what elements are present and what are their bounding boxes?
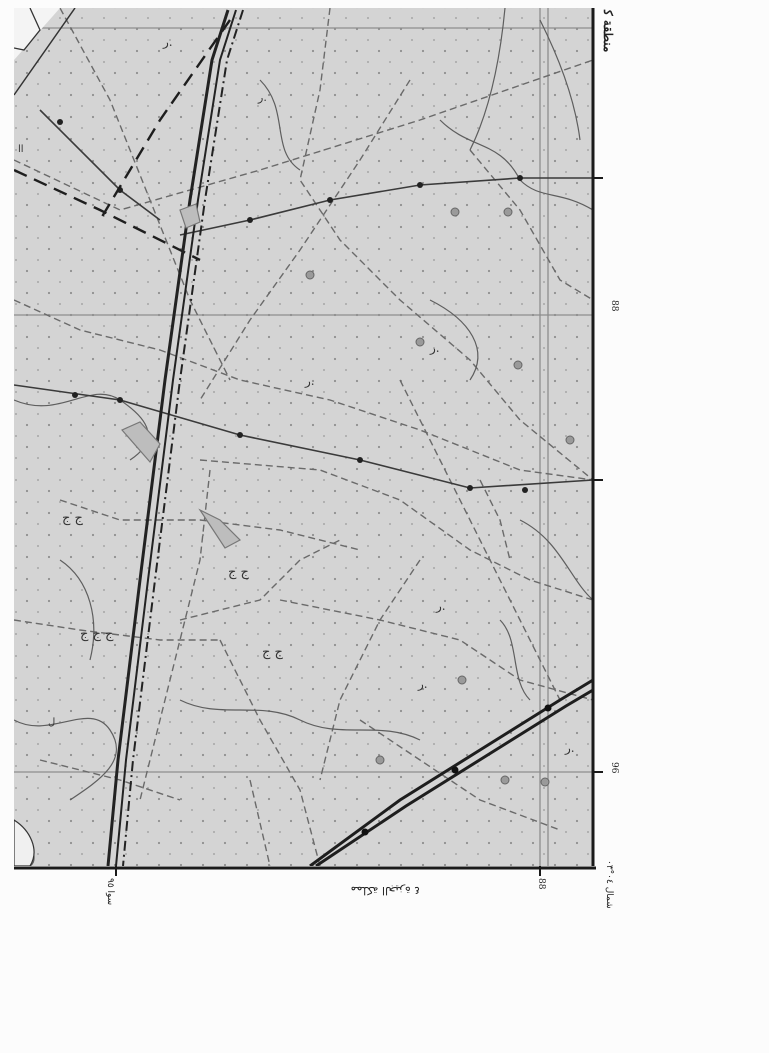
bottom-right-label: ﺷﻤﺎﻝ ٠٤°٠٣ (604, 860, 614, 909)
right-edge-tick-1: 88 (609, 300, 619, 312)
parcel-label-3: ﺭ. (305, 374, 315, 388)
field-symbol-4: ﺝ ﺝ ﺝ (80, 627, 114, 642)
bottom-caption: ﻣﻤﻠﻜﺔ ﺍﻟﺠﻴﺰﺓ ٤ (350, 884, 420, 897)
parcel-label-4: ﺭ. (436, 599, 446, 613)
map-dots (14, 8, 593, 866)
railway (309, 678, 593, 866)
small-features (121, 203, 241, 549)
bottom-left-corner (14, 819, 35, 866)
map-frame (14, 8, 596, 870)
parcel-label-5: ﺭ. (418, 677, 428, 691)
parcel-label-2: ﺭ. (430, 341, 440, 355)
right-edge-tick-2: 96 (609, 762, 619, 774)
parcel-label-6: ﺭ. (565, 741, 575, 755)
railway-nodes (361, 704, 552, 836)
map-number-2: ﻝ (48, 717, 56, 728)
top-right-label: ﻣﻨﻄﻘﺔ ﻛ (601, 10, 615, 53)
field-symbol-3: ﺝ ﺝ (262, 645, 283, 660)
main-road (106, 9, 244, 866)
bottom-left-label: ﺳﻮﺍ ٩٥ (105, 878, 115, 906)
field-symbol-2: ﺝ ﺝ (228, 565, 249, 580)
field-symbol-1: ﺝ ﺝ (62, 511, 83, 526)
admin-boundary (14, 19, 231, 262)
corner-feature (14, 8, 76, 96)
parcel-label-7: ﺭ. (258, 91, 267, 104)
point-symbols (305, 207, 575, 787)
edge-ticks (115, 177, 603, 876)
map-number-1: ﺍﺍ (18, 144, 24, 155)
parcel-label-1: ﺭ. (163, 35, 173, 49)
contour-lines (14, 8, 593, 866)
bottom-mid-label: 88 (536, 878, 546, 890)
line-nodes (57, 119, 528, 493)
